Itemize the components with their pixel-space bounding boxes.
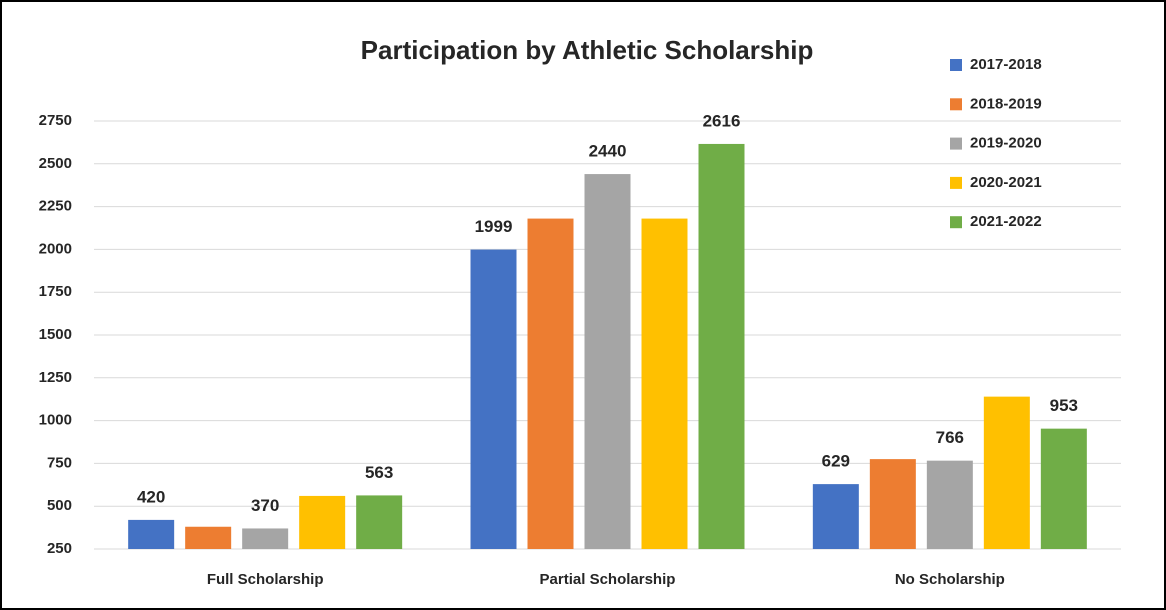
bar — [527, 218, 574, 550]
legend-swatch — [950, 176, 962, 189]
bar — [299, 495, 346, 549]
chart-title: Participation by Athletic Scholarship — [361, 35, 814, 65]
data-label: 766 — [936, 428, 964, 447]
legend-label: 2017-2018 — [970, 56, 1042, 73]
data-label: 420 — [137, 487, 165, 506]
bar — [983, 396, 1030, 549]
bar — [641, 218, 688, 550]
legend-label: 2019-2020 — [970, 135, 1042, 152]
data-label: 2440 — [589, 142, 627, 161]
data-label: 563 — [365, 463, 393, 482]
bar — [128, 519, 175, 549]
y-tick-label: 750 — [47, 454, 72, 471]
legend-label: 2018-2019 — [970, 95, 1042, 112]
y-tick-label: 2250 — [39, 198, 72, 215]
y-tick-label: 250 — [47, 540, 72, 557]
y-tick-label: 2500 — [39, 155, 72, 172]
bar — [242, 528, 289, 549]
data-label: 953 — [1050, 396, 1078, 415]
x-tick-label: Partial Scholarship — [540, 571, 676, 588]
x-tick-label: Full Scholarship — [207, 571, 324, 588]
data-label: 629 — [822, 452, 850, 471]
data-label: 370 — [251, 496, 279, 515]
legend-swatch — [950, 98, 962, 111]
bar — [812, 484, 859, 549]
y-tick-label: 500 — [47, 497, 72, 514]
bar — [926, 460, 973, 549]
data-label: 2616 — [703, 111, 741, 130]
legend-swatch — [950, 216, 962, 229]
bar — [869, 459, 916, 549]
bar — [356, 495, 403, 549]
bar — [584, 174, 631, 549]
data-label: 1999 — [475, 217, 513, 236]
y-tick-label: 1250 — [39, 369, 72, 386]
bar — [1040, 428, 1087, 549]
y-tick-label: 1500 — [39, 326, 72, 343]
bar — [185, 526, 232, 549]
legend-label: 2021-2022 — [970, 213, 1042, 230]
legend-label: 2020-2021 — [970, 174, 1042, 191]
x-tick-label: No Scholarship — [895, 571, 1005, 588]
y-tick-label: 1000 — [39, 412, 72, 429]
y-tick-label: 2000 — [39, 240, 72, 257]
legend-swatch — [950, 137, 962, 150]
bar — [470, 249, 517, 549]
legend-swatch — [950, 59, 962, 71]
bar — [698, 143, 745, 549]
y-tick-label: 2750 — [39, 112, 72, 129]
y-tick-label: 1750 — [39, 283, 72, 300]
